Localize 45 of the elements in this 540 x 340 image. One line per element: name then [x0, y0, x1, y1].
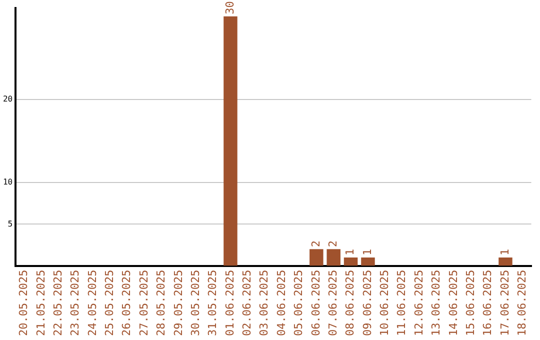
x-tick-label: 06.06.2025 — [309, 270, 322, 336]
x-tick-label: 11.06.2025 — [395, 270, 408, 336]
x-tick-label: 09.06.2025 — [360, 270, 374, 336]
x-tick-label: 05.06.2025 — [292, 270, 306, 336]
x-tick-label: 12.06.2025 — [412, 270, 426, 336]
bar — [310, 249, 324, 266]
x-tick-label: 13.06.2025 — [430, 270, 443, 336]
x-tick-label: 26.05.2025 — [120, 270, 134, 336]
data-label: 2 — [309, 240, 322, 248]
x-tick-label: 30.05.2025 — [188, 270, 202, 336]
x-tick-label: 07.06.2025 — [326, 270, 340, 336]
x-tick-label: 23.05.2025 — [68, 270, 82, 336]
x-tick-label: 27.05.2025 — [137, 270, 150, 336]
data-label: 2 — [326, 240, 340, 248]
data-label: 30 — [223, 1, 236, 14]
data-label: 1 — [344, 248, 357, 256]
x-tick-label: 21.05.2025 — [34, 270, 48, 336]
x-tick-label: 17.06.2025 — [498, 270, 512, 336]
y-tick-label: 10 — [2, 178, 13, 187]
x-tick-label: 03.06.2025 — [258, 270, 271, 336]
bar — [361, 257, 375, 266]
x-tick-label: 08.06.2025 — [344, 270, 357, 336]
x-tick-label: 04.06.2025 — [274, 270, 288, 336]
x-tick-label: 31.05.2025 — [206, 270, 220, 336]
x-tick-label: 16.06.2025 — [481, 270, 494, 336]
bar — [224, 16, 238, 266]
x-tick-label: 22.05.2025 — [51, 270, 64, 336]
x-tick-label: 02.06.2025 — [240, 270, 254, 336]
x-tick-label: 14.06.2025 — [446, 270, 460, 336]
x-tick-label: 01.06.2025 — [223, 270, 236, 336]
x-tick-label: 25.05.2025 — [103, 270, 116, 336]
x-tick-label: 15.06.2025 — [464, 270, 477, 336]
y-tick-label: 5 — [8, 219, 13, 228]
x-tick-label: 28.05.2025 — [154, 270, 168, 336]
x-tick-label: 24.05.2025 — [86, 270, 99, 336]
x-tick-label: 29.05.2025 — [172, 270, 185, 336]
x-tick-label: 18.06.2025 — [516, 270, 529, 336]
bar — [498, 257, 512, 266]
data-label: 1 — [360, 248, 374, 256]
x-tick-label: 10.06.2025 — [378, 270, 392, 336]
bar — [344, 257, 358, 266]
y-tick-label: 20 — [2, 94, 13, 104]
x-tick-label: 20.05.2025 — [17, 270, 30, 336]
bar — [326, 249, 340, 266]
data-label: 1 — [498, 248, 512, 256]
